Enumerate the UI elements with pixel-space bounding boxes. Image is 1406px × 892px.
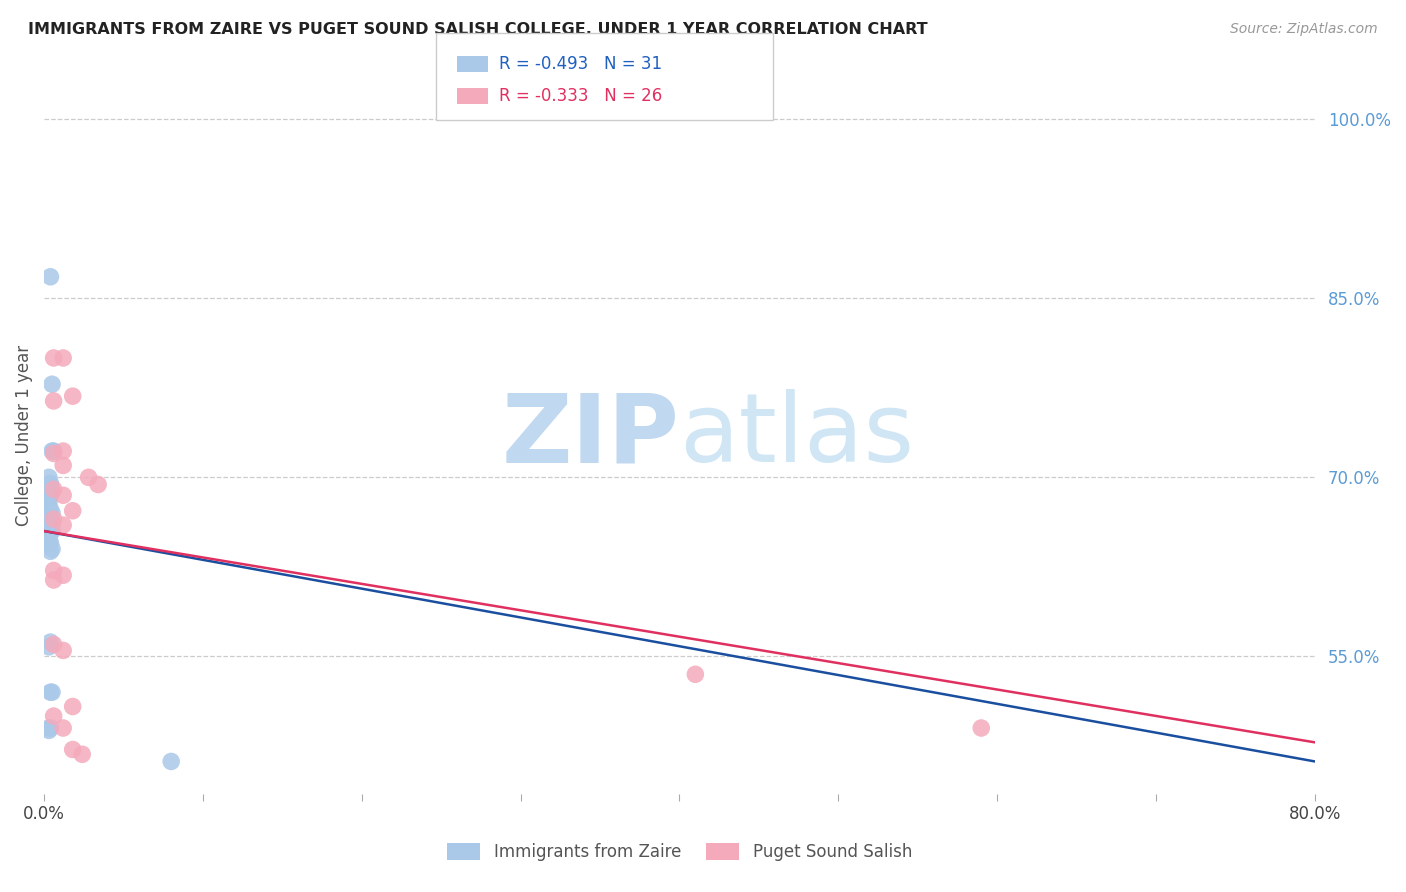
Text: R = -0.333   N = 26: R = -0.333 N = 26: [499, 87, 662, 105]
Point: [38, 723, 60, 738]
Point: [42, 637, 65, 651]
Point: [38, 508, 60, 523]
Point: [38, 527, 60, 541]
Point: [39, 269, 62, 284]
Text: atlas: atlas: [679, 389, 914, 482]
Y-axis label: College, Under 1 year: College, Under 1 year: [15, 345, 32, 526]
Point: [39, 476, 62, 491]
Point: [62, 699, 84, 714]
Point: [41, 541, 63, 556]
Point: [39, 536, 62, 550]
Point: [38, 491, 60, 506]
Point: [42, 483, 65, 497]
Text: ZIP: ZIP: [502, 389, 679, 482]
Point: [42, 393, 65, 408]
Point: [160, 755, 183, 769]
Point: [52, 518, 75, 533]
Point: [52, 721, 75, 735]
Point: [970, 721, 993, 735]
Point: [87, 477, 110, 491]
Point: [41, 685, 63, 699]
Point: [70, 747, 93, 762]
Point: [41, 444, 63, 458]
Point: [38, 497, 60, 511]
Point: [52, 568, 75, 582]
Point: [39, 480, 62, 494]
Point: [42, 446, 65, 460]
Text: IMMIGRANTS FROM ZAIRE VS PUGET SOUND SALISH COLLEGE, UNDER 1 YEAR CORRELATION CH: IMMIGRANTS FROM ZAIRE VS PUGET SOUND SAL…: [28, 22, 928, 37]
Text: Source: ZipAtlas.com: Source: ZipAtlas.com: [1230, 22, 1378, 37]
Point: [39, 520, 62, 534]
Point: [38, 721, 60, 735]
Point: [52, 488, 75, 502]
Point: [41, 524, 63, 538]
Point: [42, 564, 65, 578]
Point: [52, 458, 75, 473]
Point: [38, 470, 60, 484]
Point: [41, 377, 63, 392]
Point: [39, 544, 62, 558]
Point: [42, 351, 65, 365]
Point: [39, 635, 62, 649]
Point: [62, 389, 84, 403]
Point: [38, 640, 60, 654]
Point: [52, 351, 75, 365]
Point: [42, 573, 65, 587]
Point: [42, 512, 65, 526]
Point: [38, 533, 60, 547]
Point: [39, 721, 62, 735]
Point: [41, 484, 63, 499]
Point: [41, 506, 63, 520]
Text: R = -0.493   N = 31: R = -0.493 N = 31: [499, 55, 662, 73]
Point: [42, 444, 65, 458]
Point: [39, 685, 62, 699]
Point: [39, 488, 62, 502]
Point: [62, 742, 84, 756]
Point: [42, 709, 65, 723]
Point: [41, 518, 63, 533]
Point: [77, 470, 100, 484]
Legend: Immigrants from Zaire, Puget Sound Salish: Immigrants from Zaire, Puget Sound Salis…: [440, 836, 918, 868]
Point: [39, 512, 62, 526]
Point: [62, 504, 84, 518]
Point: [685, 667, 707, 681]
Point: [52, 643, 75, 657]
Point: [52, 444, 75, 458]
Point: [39, 502, 62, 516]
